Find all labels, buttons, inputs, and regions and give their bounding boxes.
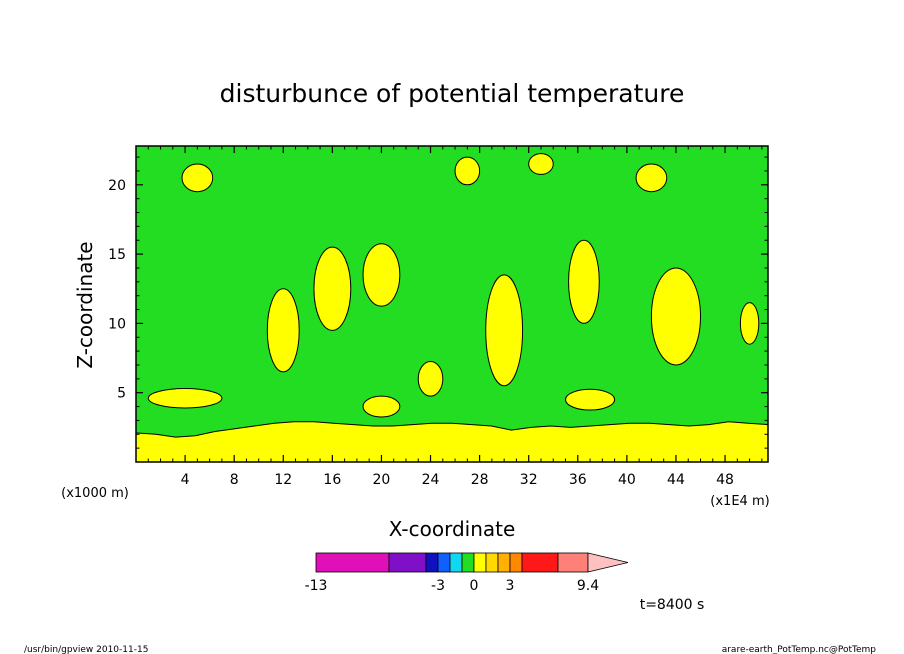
positive-region (565, 388, 616, 411)
positive-region (485, 274, 524, 387)
x-tick-label: 48 (716, 472, 734, 488)
colorbar-segment (461, 552, 475, 573)
positive-region (362, 243, 401, 307)
footer-right: arare-earth_PotTemp.nc@PotTemp (722, 645, 877, 654)
colorbar-tick-label: 3 (506, 578, 515, 594)
y-axis-label: Z-coordinate (73, 241, 97, 368)
positive-region (739, 302, 760, 345)
positive-regions (147, 153, 760, 418)
y-tick-label: 20 (108, 178, 126, 194)
y-axis-ticks: 5 10 15 20 (108, 156, 768, 449)
plot-area (135, 145, 769, 463)
y-tick-label: 5 (117, 386, 126, 402)
colorbar-tick-label: -13 (305, 578, 328, 594)
x-axis-label: X-coordinate (389, 517, 516, 541)
colorbar-tick-label: 0 (470, 578, 479, 594)
chart-title: disturbunce of potential temperature (220, 79, 685, 108)
colorbar-segment (449, 552, 463, 573)
positive-region (266, 288, 300, 373)
colorbar-tick-labels: -13 -3 0 3 9.4 (305, 578, 600, 594)
x-unit-left: (x1000 m) (61, 486, 129, 501)
x-unit-right: (x1E4 m) (710, 494, 769, 509)
positive-region (417, 361, 444, 397)
positive-region (362, 395, 401, 418)
x-tick-label: 24 (422, 472, 440, 488)
positive-region (313, 246, 352, 331)
x-tick-label: 12 (274, 472, 292, 488)
x-tick-label: 16 (323, 472, 341, 488)
colorbar (315, 552, 629, 573)
positive-region (568, 239, 600, 324)
colorbar-tick-label: -3 (431, 578, 445, 594)
x-tick-label: 40 (618, 472, 636, 488)
x-tick-label: 8 (230, 472, 239, 488)
positive-region (181, 163, 214, 193)
x-tick-label: 20 (373, 472, 391, 488)
x-tick-label: 32 (520, 472, 538, 488)
colorbar-segment (485, 552, 499, 573)
positive-region (650, 267, 702, 366)
colorbar-segment (509, 552, 523, 573)
positive-region (454, 156, 481, 186)
y-tick-label: 15 (108, 247, 126, 263)
x-axis-ticks: 4 8 12 16 20 24 28 32 36 40 44 48 (147, 146, 763, 488)
x-tick-label: 36 (569, 472, 587, 488)
plot-frame (135, 145, 769, 463)
positive-region (635, 163, 668, 193)
x-tick-label: 28 (471, 472, 489, 488)
footer-left: /usr/bin/gpview 2010-11-15 (24, 645, 148, 654)
x-tick-label: 44 (667, 472, 685, 488)
colorbar-tick-label: 9.4 (577, 578, 599, 594)
colorbar-segment (497, 552, 511, 573)
time-label: t=8400 s (640, 597, 705, 613)
colorbar-segment (315, 552, 390, 573)
colorbar-segment (521, 552, 559, 573)
colorbar-segment (557, 552, 589, 573)
x-tick-label: 4 (181, 472, 190, 488)
colorbar-segment (388, 552, 427, 573)
positive-region (528, 153, 554, 175)
surface-layer (135, 421, 769, 463)
colorbar-segment (473, 552, 487, 573)
colorbar-segment (425, 552, 439, 573)
colorbar-segment (437, 552, 451, 573)
colorbar-arrow (587, 552, 629, 573)
positive-region (147, 388, 223, 409)
y-tick-label: 10 (108, 316, 126, 332)
